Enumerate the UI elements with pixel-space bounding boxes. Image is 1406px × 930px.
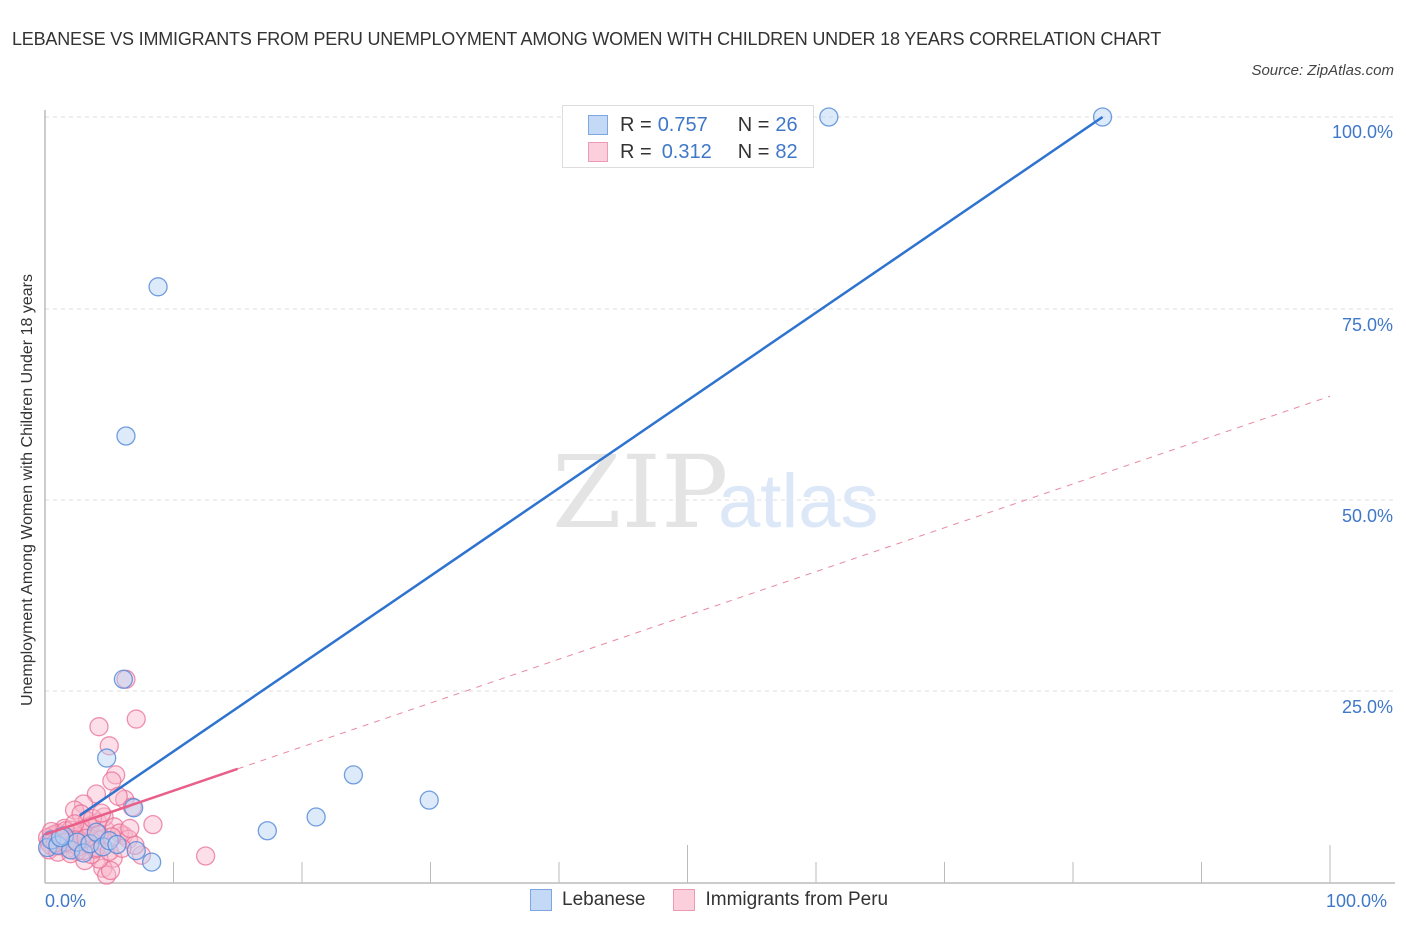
gridlines [45,116,1395,692]
peru-trend-line [44,767,239,836]
peru-trend-extension [237,395,1331,770]
x-tick-0: 0.0% [45,891,87,911]
r-label: R = [620,140,652,163]
data-point [97,748,117,768]
data-point [195,846,216,866]
r-label: R = [620,113,652,136]
trend-lines [44,115,1331,836]
lebanese-trend-line [78,115,1104,817]
y-tick-100: 100.0% [1331,122,1393,142]
lebanese-swatch [588,115,608,135]
y-tick-25: 25.0% [1341,697,1393,717]
data-point [343,765,364,785]
source-label: Source: ZipAtlas.com [1251,62,1394,79]
data-point [113,669,134,689]
correlation-legend: R = 0.757 N = 26 R = 0.312 N = 82 [562,105,814,168]
n-value: 26 [775,113,798,136]
lebanese-swatch [530,889,552,911]
data-point [120,818,140,839]
y-tick-75: 75.0% [1341,315,1393,335]
y-tick-50: 50.0% [1341,506,1393,526]
legend-item-peru[interactable]: Immigrants from Peru [673,889,888,911]
watermark: ZIP atlas [552,434,879,551]
n-label: N = [737,113,770,136]
legend-item-lebanese[interactable]: Lebanese [530,889,645,911]
x-tick-100: 100.0% [1326,891,1388,911]
data-point [107,834,127,855]
data-point [142,852,162,872]
series-legend: Lebanese Immigrants from Peru [530,889,916,911]
legend-row-lebanese: R = 0.757 N = 26 [588,113,798,137]
data-point [89,717,109,737]
data-point [116,426,136,446]
legend-label: Immigrants from Peru [705,889,889,910]
data-point [306,807,326,827]
r-value: 0.312 [661,140,712,163]
legend-row-peru: R = 0.312 N = 82 [588,140,798,164]
legend-label: Lebanese [562,889,646,910]
peru-swatch [588,142,608,162]
data-point [126,709,146,729]
data-point [257,821,277,841]
data-point [819,107,839,127]
r-value: 0.757 [657,113,708,136]
lebanese-points [37,107,1113,872]
axes [44,110,1395,884]
svg-text:atlas: atlas [718,459,879,544]
n-label: N = [737,140,770,163]
data-point [148,277,168,297]
peru-swatch [673,889,696,911]
data-point [99,736,119,756]
n-value: 82 [775,140,798,163]
data-point [100,860,121,881]
data-point [143,814,163,835]
svg-text:ZIP: ZIP [552,434,728,551]
data-point [419,790,439,810]
chart-title: LEBANESE VS IMMIGRANTS FROM PERU UNEMPLO… [12,29,1162,49]
data-point [126,840,146,861]
